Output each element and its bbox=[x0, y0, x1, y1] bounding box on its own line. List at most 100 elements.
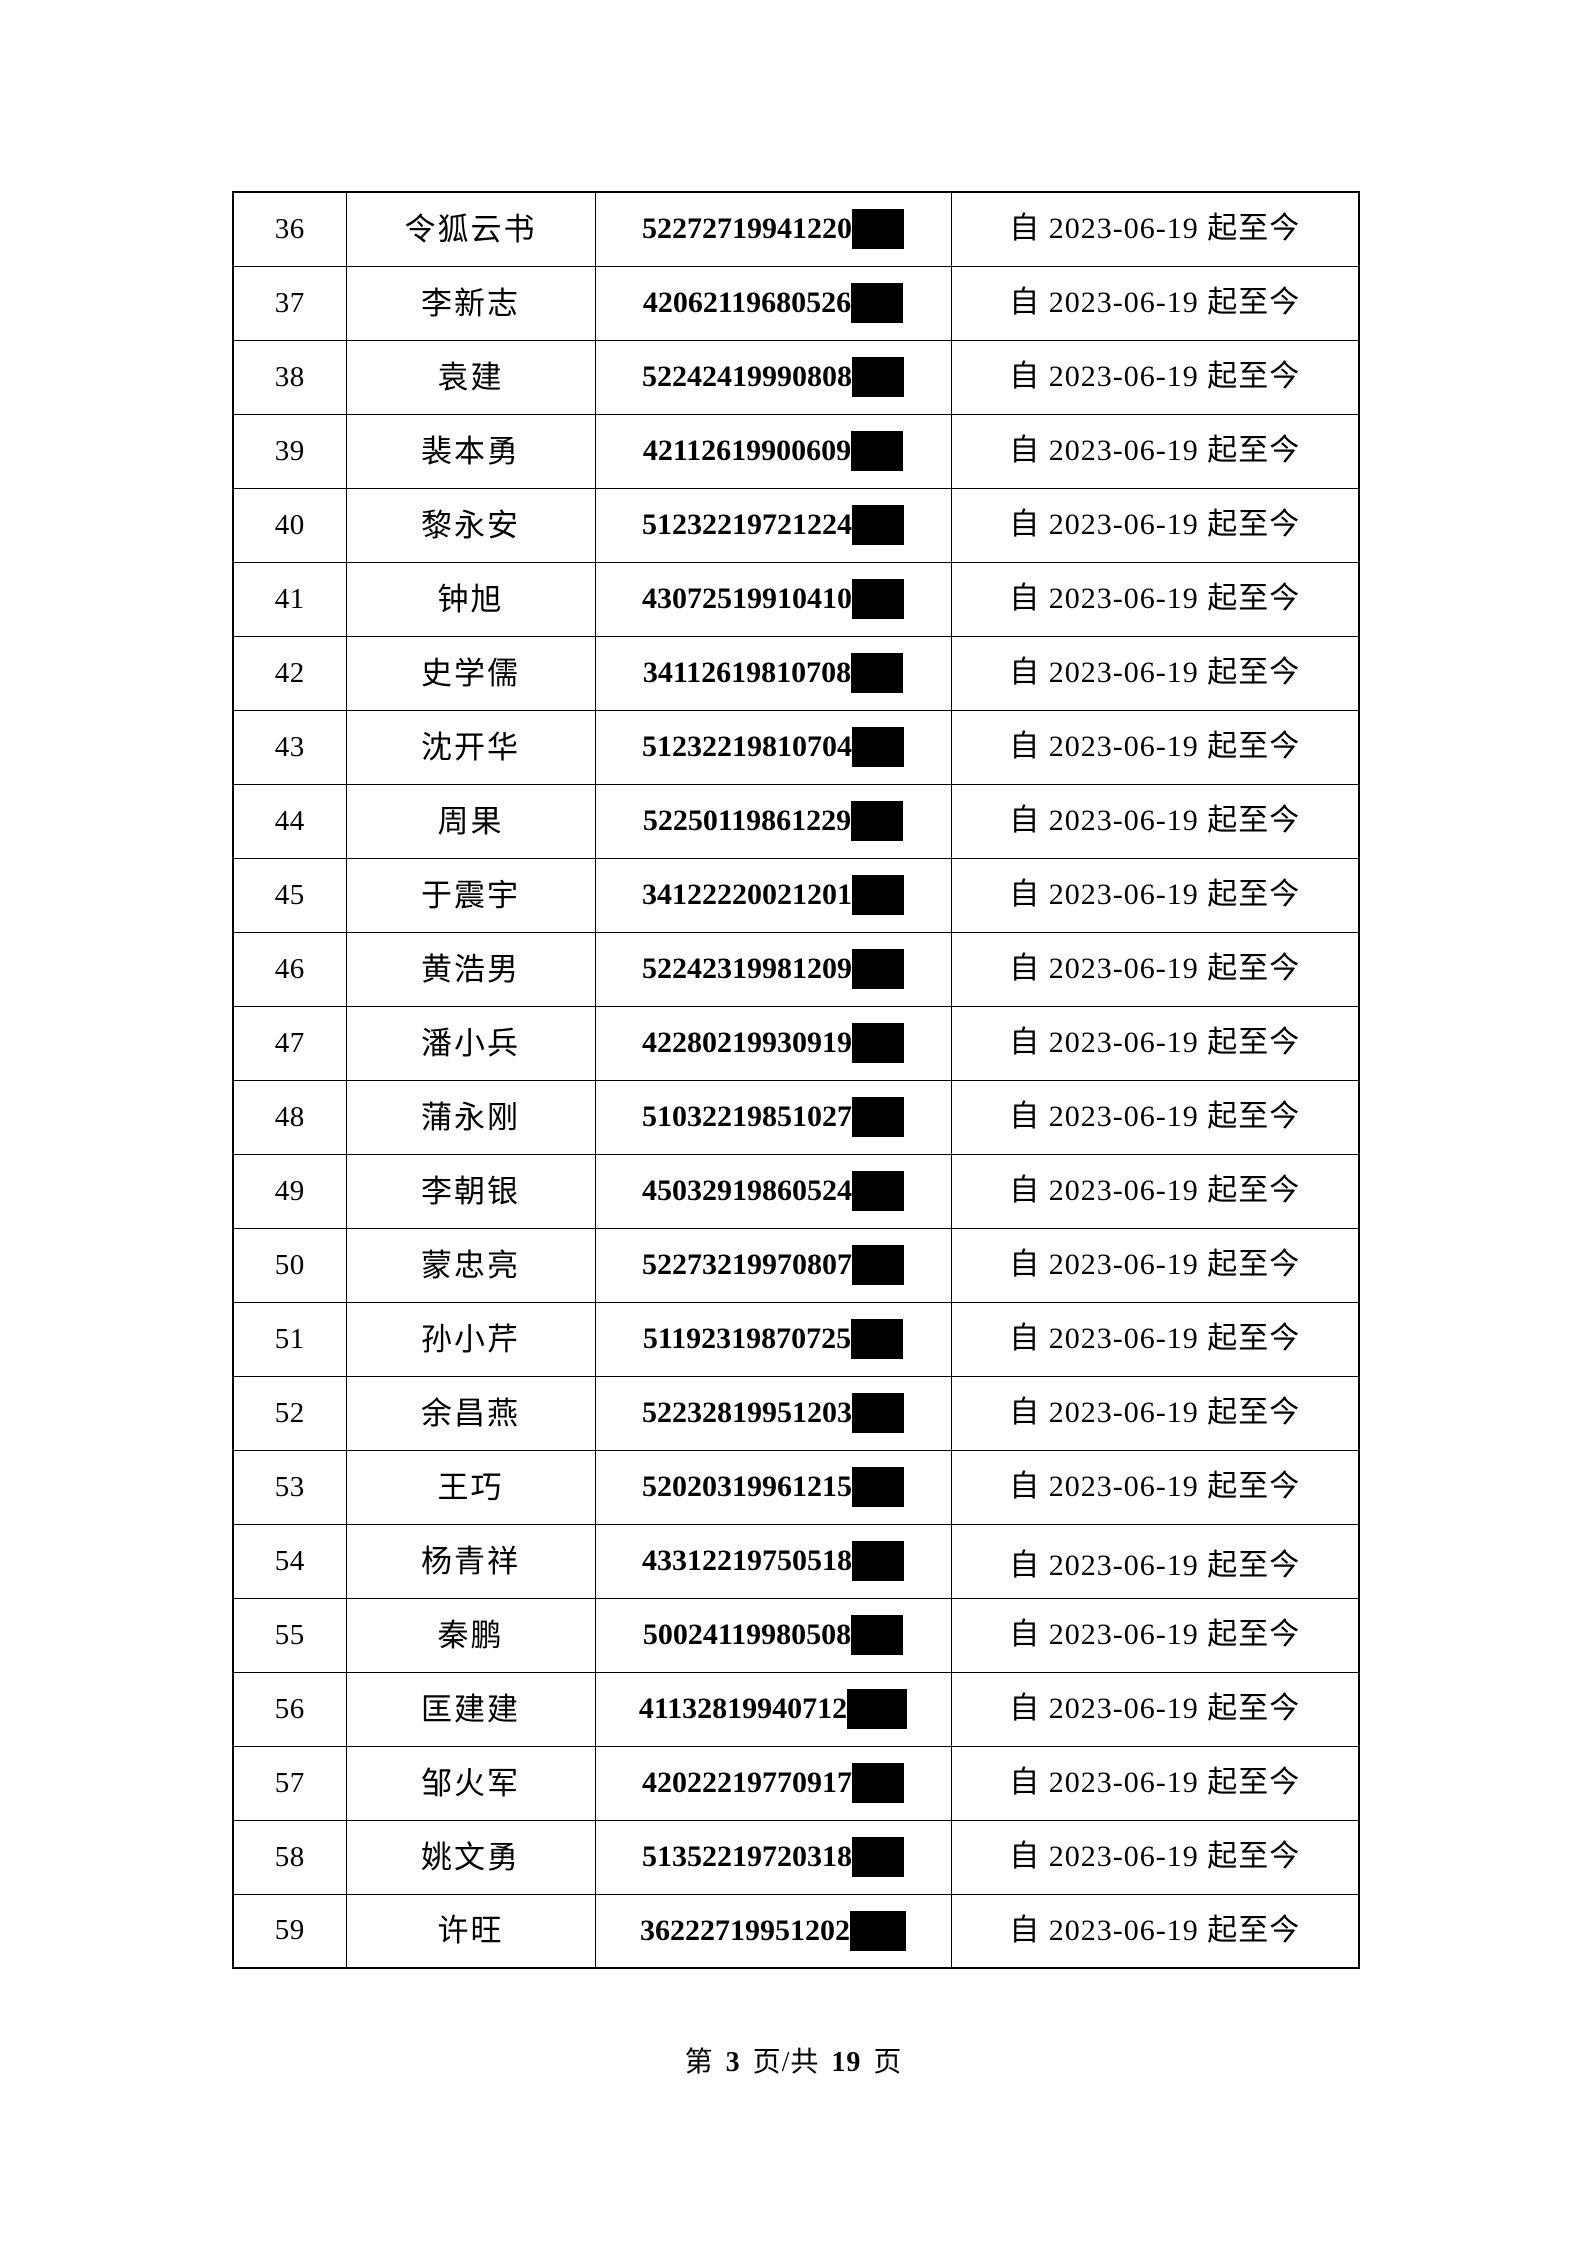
period-value: 自 2023-06-19 起至今 bbox=[1009, 1470, 1301, 1503]
id-number-cell: 52242419990808 bbox=[594, 339, 952, 415]
footer-suffix: 页 bbox=[873, 2047, 903, 2078]
person-name-cell: 邹火军 bbox=[345, 1745, 596, 1821]
period-cell: 自 2023-06-19 起至今 bbox=[950, 1819, 1360, 1895]
id-number-value: 43072519910410 bbox=[596, 579, 951, 619]
period-cell: 自 2023-06-19 起至今 bbox=[950, 1745, 1360, 1821]
footer-total-pages: 19 bbox=[831, 2047, 862, 2078]
id-number-cell: 34112619810708 bbox=[594, 635, 952, 711]
period-cell: 自 2023-06-19 起至今 bbox=[950, 1597, 1360, 1673]
period-cell: 自 2023-06-19 起至今 bbox=[950, 1671, 1360, 1747]
person-name-value: 孙小芹 bbox=[421, 1321, 520, 1357]
person-name-value: 钟旭 bbox=[437, 581, 504, 617]
footer-middle: 页/共 bbox=[752, 2047, 820, 2078]
row-index-value: 42 bbox=[274, 656, 305, 689]
row-index-cell: 49 bbox=[232, 1153, 347, 1229]
row-index-cell: 57 bbox=[232, 1745, 347, 1821]
id-number-cell: 41132819940712 bbox=[594, 1671, 952, 1747]
id-number-digits: 52242319981209 bbox=[642, 952, 852, 985]
row-index-value: 37 bbox=[274, 286, 305, 319]
row-index-cell: 51 bbox=[232, 1301, 347, 1377]
table-row: 49 李朝银 45032919860524 自 2023-06-19 起至今 bbox=[232, 1153, 1360, 1229]
id-number-digits: 42280219930919 bbox=[642, 1026, 852, 1059]
redaction-bar bbox=[852, 1023, 904, 1063]
id-number-digits: 51232219810704 bbox=[642, 730, 852, 763]
id-number-cell: 34122220021201 bbox=[594, 857, 952, 933]
row-index-cell: 55 bbox=[232, 1597, 347, 1673]
id-number-value: 36222719951202 bbox=[596, 1910, 951, 1951]
person-name-value: 许旺 bbox=[437, 1913, 504, 1949]
id-number-cell: 52272719941220 bbox=[594, 191, 952, 267]
period-cell: 自 2023-06-19 起至今 bbox=[950, 1005, 1360, 1081]
redaction-bar bbox=[852, 1541, 904, 1581]
person-name-value: 袁建 bbox=[437, 359, 504, 395]
row-index-cell: 42 bbox=[232, 635, 347, 711]
period-value: 自 2023-06-19 起至今 bbox=[1009, 1840, 1301, 1873]
table-row: 36 令狐云书 52272719941220 自 2023-06-19 起至今 bbox=[232, 191, 1360, 267]
person-name-cell: 孙小芹 bbox=[345, 1301, 596, 1377]
id-number-value: 52273219970807 bbox=[596, 1245, 951, 1285]
id-number-digits: 43072519910410 bbox=[642, 582, 852, 615]
table-row: 39 裴本勇 42112619900609 自 2023-06-19 起至今 bbox=[232, 413, 1360, 489]
id-number-cell: 52232819951203 bbox=[594, 1375, 952, 1451]
period-value: 自 2023-06-19 起至今 bbox=[1009, 434, 1301, 467]
person-name-value: 潘小兵 bbox=[421, 1025, 520, 1061]
id-number-digits: 42112619900609 bbox=[642, 434, 852, 467]
row-index-value: 46 bbox=[274, 952, 305, 985]
row-index-cell: 45 bbox=[232, 857, 347, 933]
table-row: 50 蒙忠亮 52273219970807 自 2023-06-19 起至今 bbox=[232, 1227, 1360, 1303]
row-index-cell: 59 bbox=[232, 1893, 347, 1969]
id-number-cell: 36222719951202 bbox=[594, 1893, 952, 1969]
id-number-cell: 42022219770917 bbox=[594, 1745, 952, 1821]
row-index-cell: 56 bbox=[232, 1671, 347, 1747]
row-index-cell: 48 bbox=[232, 1079, 347, 1155]
id-number-digits: 43312219750518 bbox=[642, 1544, 852, 1577]
id-number-cell: 52242319981209 bbox=[594, 931, 952, 1007]
id-number-cell: 52273219970807 bbox=[594, 1227, 952, 1303]
id-number-digits: 51192319870725 bbox=[642, 1322, 852, 1355]
table-row: 59 许旺 36222719951202 自 2023-06-19 起至今 bbox=[232, 1893, 1360, 1969]
person-name-cell: 裴本勇 bbox=[345, 413, 596, 489]
official-seal-icon bbox=[1516, 1628, 1587, 1908]
period-value: 自 2023-06-19 起至今 bbox=[1009, 508, 1301, 541]
table-row: 43 沈开华 51232219810704 自 2023-06-19 起至今 bbox=[232, 709, 1360, 785]
person-name-value: 李新志 bbox=[421, 285, 520, 321]
period-cell: 自 2023-06-19 起至今 bbox=[950, 1375, 1360, 1451]
id-number-cell: 51352219720318 bbox=[594, 1819, 952, 1895]
person-name-cell: 潘小兵 bbox=[345, 1005, 596, 1081]
person-name-value: 沈开华 bbox=[421, 729, 520, 765]
table-row: 58 姚文勇 51352219720318 自 2023-06-19 起至今 bbox=[232, 1819, 1360, 1895]
redaction-bar bbox=[851, 431, 904, 471]
period-cell: 自 2023-06-19 起至今 bbox=[950, 191, 1360, 267]
row-index-cell: 50 bbox=[232, 1227, 347, 1303]
row-index-value: 50 bbox=[274, 1248, 305, 1281]
person-name-cell: 蒲永刚 bbox=[345, 1079, 596, 1155]
row-index-value: 44 bbox=[274, 804, 305, 837]
person-name-cell: 王巧 bbox=[345, 1449, 596, 1525]
id-number-digits: 34122220021201 bbox=[642, 878, 852, 911]
person-name-cell: 令狐云书 bbox=[345, 191, 596, 267]
period-value: 自 2023-06-19 起至今 bbox=[1009, 1100, 1301, 1133]
row-index-value: 57 bbox=[274, 1766, 305, 1799]
id-number-cell: 42280219930919 bbox=[594, 1005, 952, 1081]
person-name-cell: 许旺 bbox=[345, 1893, 596, 1969]
row-index-value: 43 bbox=[274, 730, 305, 763]
id-number-value: 43312219750518 bbox=[596, 1541, 951, 1581]
id-number-digits: 36222719951202 bbox=[640, 1913, 850, 1947]
period-cell: 自 2023-06-19 起至今 bbox=[950, 339, 1360, 415]
period-cell: 自 2023-06-19 起至今 bbox=[950, 561, 1360, 637]
period-cell: 自 2023-06-19 起至今 bbox=[950, 635, 1360, 711]
period-value: 自 2023-06-19 起至今 bbox=[1009, 360, 1301, 393]
id-number-value: 52272719941220 bbox=[596, 209, 951, 250]
table-row: 44 周果 52250119861229 自 2023-06-19 起至今 bbox=[232, 783, 1360, 859]
id-number-value: 51232219810704 bbox=[596, 727, 951, 767]
period-cell: 自 2023-06-19 起至今 bbox=[950, 265, 1360, 341]
table-row: 47 潘小兵 42280219930919 自 2023-06-19 起至今 bbox=[232, 1005, 1360, 1081]
id-number-value: 42022219770917 bbox=[596, 1763, 951, 1803]
row-index-cell: 58 bbox=[232, 1819, 347, 1895]
id-number-cell: 43312219750518 bbox=[594, 1523, 952, 1599]
period-value: 自 2023-06-19 起至今 bbox=[1009, 212, 1301, 246]
row-index-cell: 41 bbox=[232, 561, 347, 637]
row-index-value: 39 bbox=[274, 434, 305, 467]
redaction-bar bbox=[852, 949, 904, 989]
